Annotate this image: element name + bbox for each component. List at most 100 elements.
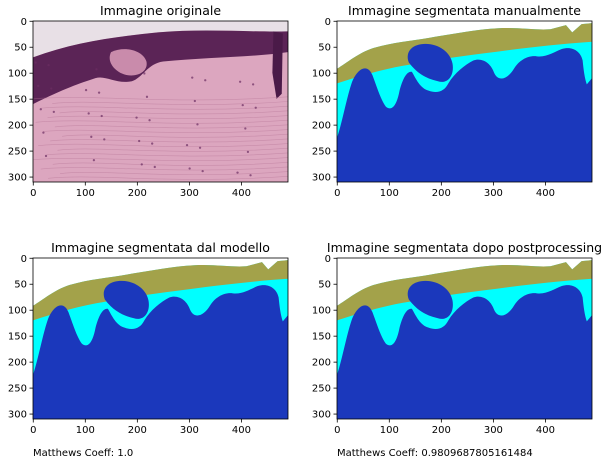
photo-papilla bbox=[109, 49, 147, 76]
photo-nucleus bbox=[52, 110, 55, 114]
x-tick-label: 0 bbox=[334, 188, 340, 199]
photo-nucleus bbox=[92, 159, 96, 162]
mask-surface-region bbox=[337, 23, 592, 84]
photo-nucleus bbox=[246, 150, 250, 154]
photo-nucleus bbox=[188, 167, 191, 170]
x-tick-label: 300 bbox=[180, 425, 199, 436]
y-tick-label: 100 bbox=[312, 69, 331, 80]
photo-nucleus bbox=[135, 116, 138, 119]
photo-nucleus bbox=[103, 138, 106, 141]
photo-nucleus bbox=[249, 174, 252, 177]
photo-fiber bbox=[42, 129, 288, 133]
x-tick-label: 200 bbox=[128, 425, 147, 436]
photo-background bbox=[33, 21, 288, 58]
photo-nucleus bbox=[44, 154, 48, 158]
y-tick-label: 200 bbox=[8, 121, 27, 132]
y-tick-label: 150 bbox=[312, 95, 331, 106]
y-tick-label: 300 bbox=[8, 410, 27, 421]
x-tick-label: 400 bbox=[536, 425, 555, 436]
photo-nucleus bbox=[34, 61, 37, 64]
mask-dermal-papilla-region bbox=[407, 43, 453, 82]
panel-4: Immagine segmentata dopo postprocessing0… bbox=[312, 240, 602, 459]
y-tick-label: 250 bbox=[8, 384, 27, 395]
x-tick-label: 0 bbox=[30, 188, 36, 199]
photo-nucleus bbox=[138, 139, 141, 143]
y-tick-label: 300 bbox=[312, 410, 331, 421]
x-tick-label: 300 bbox=[484, 188, 503, 199]
x-tick-label: 200 bbox=[432, 188, 451, 199]
photo-nucleus bbox=[47, 64, 50, 67]
panel-title: Immagine segmentata dopo postprocessing bbox=[327, 240, 602, 255]
mask-dermis-region bbox=[337, 285, 592, 419]
y-tick-label: 150 bbox=[8, 332, 27, 343]
y-tick-label: 50 bbox=[14, 43, 27, 54]
photo-nucleus bbox=[87, 112, 90, 115]
x-tick-label: 0 bbox=[334, 425, 340, 436]
x-tick-label: 200 bbox=[128, 188, 147, 199]
photo-nucleus bbox=[236, 171, 239, 174]
matthews-coefficient-label: Matthews Coeff: 1.0 bbox=[33, 448, 133, 459]
y-tick-label: 200 bbox=[312, 121, 331, 132]
axes-frame bbox=[336, 257, 593, 420]
photo-fiber bbox=[52, 101, 288, 105]
photo-fiber bbox=[40, 166, 288, 171]
x-tick-label: 100 bbox=[380, 425, 399, 436]
y-tick-label: 0 bbox=[325, 254, 331, 265]
photo-nucleus bbox=[97, 91, 101, 94]
y-tick-label: 100 bbox=[312, 306, 331, 317]
photo-nucleus bbox=[39, 108, 42, 111]
photo-nucleus bbox=[244, 127, 247, 130]
y-tick-label: 250 bbox=[312, 384, 331, 395]
photo-fiber bbox=[62, 133, 288, 138]
photo-fiber bbox=[45, 152, 288, 157]
photo-fiber bbox=[47, 115, 288, 119]
photo-nucleus bbox=[90, 135, 93, 138]
photo-nucleus bbox=[251, 83, 255, 86]
photo-fiber bbox=[50, 138, 288, 143]
x-tick-label: 0 bbox=[30, 425, 36, 436]
mask-empty-region bbox=[33, 258, 288, 306]
y-tick-label: 100 bbox=[8, 306, 27, 317]
photo-nucleus bbox=[204, 79, 207, 82]
photo-nucleus bbox=[254, 106, 257, 109]
panel-3: Immagine segmentata dal modello 0 100 200 30… bbox=[8, 240, 289, 459]
y-tick-label: 0 bbox=[325, 17, 331, 28]
photo-nucleus bbox=[238, 80, 242, 83]
axes-frame bbox=[336, 20, 593, 183]
photo-fiber bbox=[35, 119, 288, 124]
x-tick-label: 300 bbox=[484, 425, 503, 436]
y-tick-label: 200 bbox=[312, 358, 331, 369]
y-tick-label: 0 bbox=[21, 254, 27, 265]
photo-fiber bbox=[48, 175, 288, 180]
x-tick-label: 400 bbox=[536, 188, 555, 199]
photo-nucleus bbox=[140, 163, 143, 166]
x-tick-label: 400 bbox=[232, 188, 251, 199]
panel-2: Immagine segmentata manualmente 0 100 200 30… bbox=[312, 3, 593, 199]
panel-title: Immagine segmentata dal modello bbox=[51, 240, 270, 255]
photo-nucleus bbox=[37, 84, 40, 88]
y-tick-label: 300 bbox=[8, 173, 27, 184]
axes-frame bbox=[32, 257, 289, 420]
photo-hair-follicle bbox=[272, 31, 283, 99]
photo-nucleus bbox=[193, 99, 196, 103]
y-tick-label: 150 bbox=[8, 95, 27, 106]
photo-nucleus bbox=[185, 143, 189, 147]
y-tick-label: 0 bbox=[21, 17, 27, 28]
photo-nucleus bbox=[84, 88, 88, 92]
y-tick-label: 100 bbox=[8, 69, 27, 80]
photo-nucleus bbox=[191, 76, 194, 79]
matthews-coefficient-label: Matthews Coeff: 0.9809687805161484 bbox=[337, 448, 533, 459]
photo-fiber bbox=[57, 147, 288, 152]
x-tick-label: 400 bbox=[232, 425, 251, 436]
y-tick-label: 300 bbox=[312, 173, 331, 184]
mask-surface-region bbox=[33, 260, 288, 321]
mask-dermal-papilla-region bbox=[407, 280, 453, 319]
photo-nucleus bbox=[196, 123, 199, 126]
photo-nucleus bbox=[100, 114, 103, 118]
photo-fiber bbox=[54, 124, 288, 129]
segmentation-mask bbox=[337, 258, 592, 419]
x-tick-label: 100 bbox=[76, 188, 95, 199]
photo-fiber bbox=[33, 157, 288, 162]
mask-empty-region bbox=[337, 21, 592, 69]
photo-nucleus bbox=[145, 95, 149, 98]
